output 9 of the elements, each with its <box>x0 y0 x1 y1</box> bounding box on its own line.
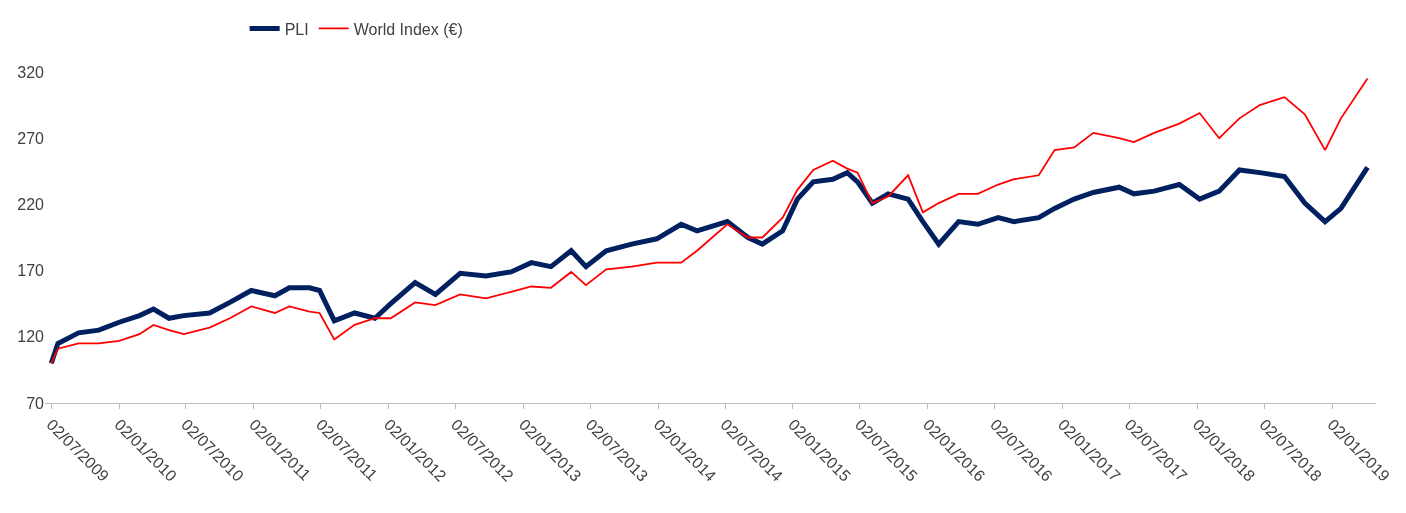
y-tick-label: 120 <box>17 328 45 346</box>
y-tick-label: 270 <box>17 129 45 147</box>
line-series <box>50 77 1369 365</box>
y-tick-label: 320 <box>17 63 45 81</box>
y-tick-label: 170 <box>17 262 45 280</box>
y-tick-label: 220 <box>17 196 45 213</box>
y-tick-label: 70 <box>26 394 45 412</box>
legend-label: PLI <box>284 20 309 38</box>
legend-label: World Index (€) <box>353 20 463 38</box>
